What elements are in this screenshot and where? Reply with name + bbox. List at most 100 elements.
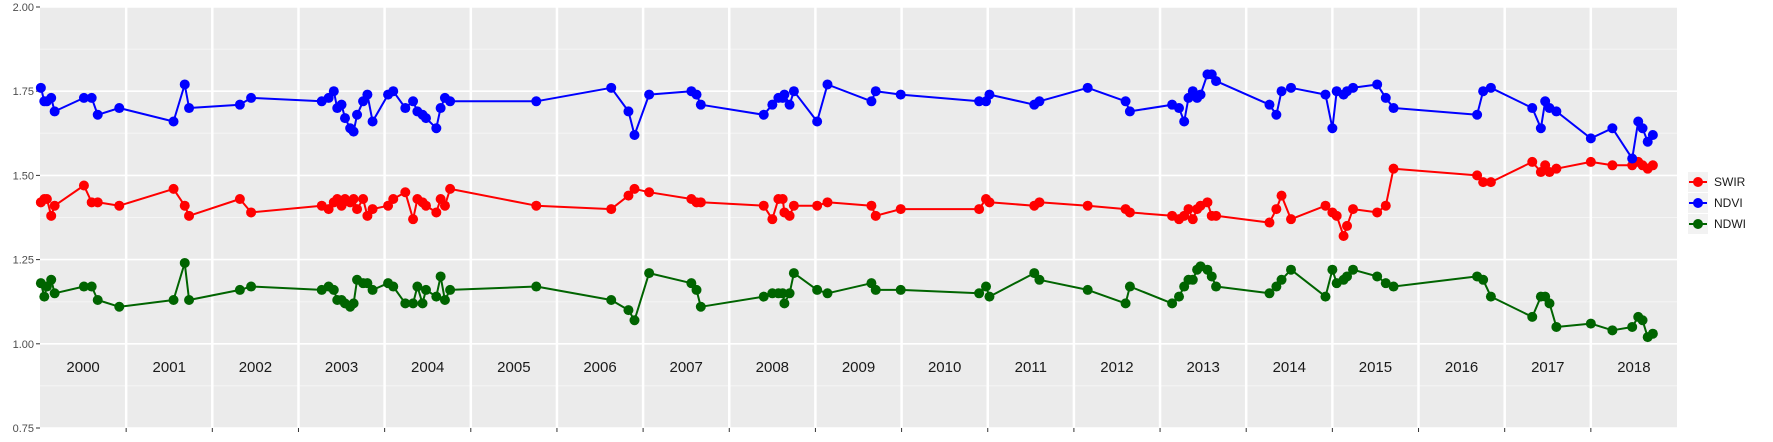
data-point-swir — [531, 200, 542, 211]
data-point-ndwi — [1211, 281, 1222, 292]
data-point-ndvi — [362, 89, 373, 100]
series-swir — [35, 156, 1658, 242]
data-point-ndvi — [431, 123, 442, 134]
data-point-swir — [246, 207, 257, 218]
data-point-swir — [1320, 200, 1331, 211]
data-point-swir — [1372, 207, 1383, 218]
data-point-ndvi — [1120, 96, 1131, 107]
data-point-ndwi — [431, 291, 442, 302]
data-point-ndvi — [822, 79, 833, 90]
data-point-swir — [895, 204, 906, 215]
data-point-ndwi — [1544, 298, 1555, 309]
data-point-ndwi — [1034, 274, 1045, 285]
y-tick-label: 1.50 — [13, 170, 34, 182]
data-point-swir — [1380, 200, 1391, 211]
year-label: 2007 — [669, 359, 702, 376]
year-label: 2004 — [411, 359, 444, 376]
year-label: 2001 — [153, 359, 186, 376]
data-point-ndvi — [1286, 82, 1297, 93]
data-point-swir — [606, 204, 617, 215]
data-point-ndwi — [435, 271, 446, 282]
data-point-ndwi — [1167, 298, 1178, 309]
data-point-swir — [984, 197, 995, 208]
data-point-swir — [1551, 163, 1562, 174]
data-point-ndwi — [362, 278, 373, 289]
data-point-ndwi — [39, 291, 50, 302]
data-point-swir — [1286, 214, 1297, 225]
data-point-ndwi — [1342, 271, 1353, 282]
data-point-ndwi — [234, 284, 245, 295]
data-point-swir — [1034, 197, 1045, 208]
data-point-ndvi — [1485, 82, 1496, 93]
data-point-ndwi — [1627, 321, 1638, 332]
data-point-ndvi — [339, 113, 350, 124]
data-point-swir — [788, 200, 799, 211]
data-point-swir — [445, 183, 456, 194]
data-point-swir — [629, 183, 640, 194]
data-point-ndvi — [1607, 123, 1618, 134]
data-point-ndvi — [623, 106, 634, 117]
data-point-ndwi — [328, 284, 339, 295]
year-label: 2003 — [325, 359, 358, 376]
data-point-swir — [323, 204, 334, 215]
data-point-ndwi — [388, 281, 399, 292]
data-point-ndwi — [412, 281, 423, 292]
data-point-ndvi — [1647, 129, 1658, 140]
data-point-ndwi — [629, 315, 640, 326]
legend-key-point — [1693, 198, 1703, 208]
data-point-ndwi — [1647, 328, 1658, 339]
data-point-ndwi — [1187, 274, 1198, 285]
data-point-swir — [1342, 220, 1353, 231]
data-point-swir — [420, 200, 431, 211]
data-point-ndwi — [822, 288, 833, 299]
data-point-ndwi — [606, 295, 617, 306]
data-point-ndwi — [691, 284, 702, 295]
data-point-ndvi — [1271, 109, 1282, 120]
data-point-ndwi — [870, 284, 881, 295]
data-point-ndwi — [895, 284, 906, 295]
data-point-ndwi — [1327, 264, 1338, 275]
data-point-ndwi — [1348, 264, 1359, 275]
data-point-ndwi — [168, 295, 179, 306]
data-point-swir — [1082, 200, 1093, 211]
data-point-ndvi — [1195, 89, 1206, 100]
data-point-ndwi — [686, 278, 697, 289]
data-point-swir — [46, 210, 57, 221]
data-point-ndvi — [46, 92, 57, 103]
data-point-swir — [367, 204, 378, 215]
data-point-ndwi — [1029, 268, 1040, 279]
data-point-ndwi — [695, 301, 706, 312]
data-point-ndwi — [1637, 315, 1648, 326]
data-point-ndwi — [1527, 311, 1538, 322]
data-point-swir — [1478, 177, 1489, 188]
data-point-ndvi — [1551, 106, 1562, 117]
data-point-ndvi — [1380, 92, 1391, 103]
year-label: 2009 — [842, 359, 875, 376]
data-point-ndvi — [1034, 96, 1045, 107]
data-point-ndvi — [1327, 123, 1338, 134]
series-ndvi — [35, 69, 1658, 164]
data-point-swir — [184, 210, 195, 221]
data-point-ndvi — [974, 96, 985, 107]
data-point-swir — [234, 193, 245, 204]
data-point-ndwi — [78, 281, 89, 292]
data-point-swir — [408, 214, 419, 225]
data-point-ndvi — [1535, 123, 1546, 134]
year-label: 2011 — [1015, 359, 1047, 376]
year-label: 2013 — [1186, 359, 1219, 376]
data-point-swir — [1388, 163, 1399, 174]
data-point-ndwi — [445, 284, 456, 295]
y-tick-label: 1.75 — [13, 86, 34, 98]
data-point-ndwi — [981, 281, 992, 292]
data-point-ndwi — [623, 305, 634, 316]
data-point-ndvi — [1320, 89, 1331, 100]
data-point-ndwi — [46, 274, 57, 285]
data-point-swir — [1124, 207, 1135, 218]
year-label: 2014 — [1273, 359, 1306, 376]
data-point-ndvi — [1276, 86, 1287, 97]
data-point-ndvi — [35, 82, 46, 93]
data-point-swir — [383, 200, 394, 211]
data-point-ndvi — [184, 103, 195, 114]
data-point-ndwi — [779, 298, 790, 309]
data-point-swir — [1527, 156, 1538, 167]
